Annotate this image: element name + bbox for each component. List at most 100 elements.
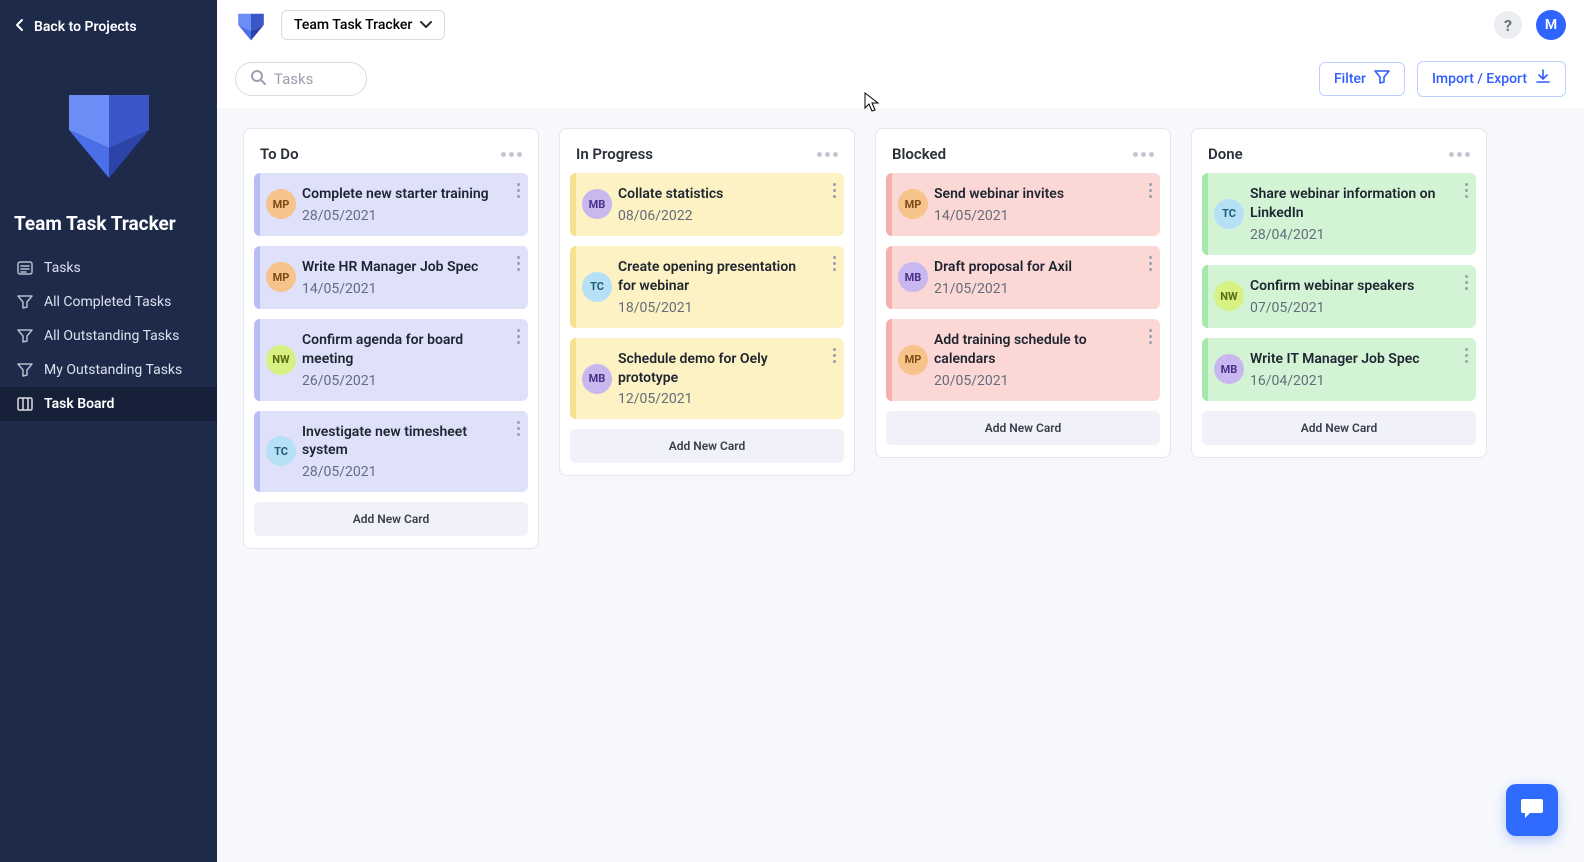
sidebar-item-task-board[interactable]: Task Board	[0, 387, 217, 421]
help-icon: ?	[1504, 16, 1512, 35]
assignee-avatar: MP	[898, 345, 928, 375]
assignee-avatar: MB	[582, 189, 612, 219]
card-stripe	[1202, 173, 1208, 255]
task-card[interactable]: MBSchedule demo for Oely prototype 12/05/…	[570, 338, 844, 420]
assignee-avatar: TC	[266, 436, 296, 466]
sidebar-item-label: Tasks	[44, 260, 81, 276]
card-title: Collate statistics	[618, 185, 816, 204]
app-root: Back to Projects Team Task Tracker Tasks…	[0, 0, 1584, 862]
column-header: Done	[1202, 139, 1476, 173]
search-box[interactable]	[235, 62, 367, 96]
card-stripe	[1202, 265, 1208, 328]
card-menu-button[interactable]	[1465, 348, 1468, 363]
sidebar-item-tasks[interactable]: Tasks	[0, 251, 217, 285]
column-menu-button[interactable]	[501, 152, 522, 157]
card-menu-button[interactable]	[517, 421, 520, 436]
task-card[interactable]: MBWrite IT Manager Job Spec16/04/2021	[1202, 338, 1476, 401]
help-button[interactable]: ?	[1494, 11, 1522, 39]
filter-icon	[16, 327, 34, 345]
column-menu-button[interactable]	[817, 152, 838, 157]
project-switcher-label: Team Task Tracker	[294, 17, 412, 33]
column-title: Blocked	[892, 145, 946, 163]
card-title: Send webinar invites	[934, 185, 1132, 204]
card-menu-button[interactable]	[1465, 275, 1468, 290]
card-menu-button[interactable]	[1149, 256, 1152, 271]
user-avatar-button[interactable]: M	[1536, 10, 1566, 40]
assignee-avatar: MP	[898, 189, 928, 219]
card-date: 08/06/2022	[618, 208, 816, 224]
card-stripe	[886, 173, 892, 236]
chevron-left-icon	[14, 18, 24, 36]
project-switcher[interactable]: Team Task Tracker	[281, 10, 445, 40]
import-export-button[interactable]: Import / Export	[1417, 61, 1566, 97]
card-date: 26/05/2021	[302, 373, 500, 389]
card-menu-button[interactable]	[1149, 329, 1152, 344]
filter-button[interactable]: Filter	[1319, 62, 1405, 96]
sidebar-item-label: All Completed Tasks	[44, 294, 171, 310]
card-title: Share webinar information on LinkedIn	[1250, 185, 1448, 223]
card-menu-button[interactable]	[517, 183, 520, 198]
filter-icon	[16, 293, 34, 311]
assignee-avatar: NW	[1214, 281, 1244, 311]
card-menu-button[interactable]	[833, 256, 836, 271]
task-card[interactable]: TCShare webinar information on LinkedIn2…	[1202, 173, 1476, 255]
assignee-avatar: TC	[582, 272, 612, 302]
sidebar-item-all-outstanding-tasks[interactable]: All Outstanding Tasks	[0, 319, 217, 353]
sidebar-item-all-completed-tasks[interactable]: All Completed Tasks	[0, 285, 217, 319]
card-title: Schedule demo for Oely prototype	[618, 350, 816, 388]
toolbar: Filter Import / Export	[217, 50, 1584, 108]
column-menu-button[interactable]	[1449, 152, 1470, 157]
board-icon	[16, 395, 34, 413]
column-header: To Do	[254, 139, 528, 173]
task-card[interactable]: MPWrite HR Manager Job Spec14/05/2021	[254, 246, 528, 309]
sidebar-item-my-outstanding-tasks[interactable]: My Outstanding Tasks	[0, 353, 217, 387]
sidebar-nav: Tasks All Completed Tasks All Outstanding …	[0, 245, 217, 427]
search-icon	[250, 69, 266, 89]
task-card[interactable]: NWConfirm webinar speakers07/05/2021	[1202, 265, 1476, 328]
task-card[interactable]: NWConfirm agenda for board meeting26/05/…	[254, 319, 528, 401]
filter-icon	[1374, 70, 1390, 88]
card-menu-button[interactable]	[1149, 183, 1152, 198]
add-card-button[interactable]: Add New Card	[1202, 411, 1476, 445]
user-avatar-initial: M	[1545, 17, 1557, 33]
card-date: 12/05/2021	[618, 391, 816, 407]
column-blocked: BlockedMPSend webinar invites14/05/2021M…	[875, 128, 1171, 458]
filter-label: Filter	[1334, 71, 1366, 87]
card-title: Complete new starter training	[302, 185, 500, 204]
task-card[interactable]: TCCreate opening presentation for webina…	[570, 246, 844, 328]
card-date: 14/05/2021	[302, 281, 500, 297]
project-title: Team Task Tracker	[0, 196, 217, 245]
filter-icon	[16, 361, 34, 379]
task-card[interactable]: MPSend webinar invites14/05/2021	[886, 173, 1160, 236]
task-card[interactable]: MPComplete new starter training28/05/202…	[254, 173, 528, 236]
search-input[interactable]	[274, 70, 346, 88]
assignee-avatar: MP	[266, 189, 296, 219]
card-title: Write HR Manager Job Spec	[302, 258, 500, 277]
card-stripe	[570, 246, 576, 328]
chat-fab[interactable]	[1506, 784, 1558, 836]
card-stripe	[254, 411, 260, 493]
add-card-button[interactable]: Add New Card	[570, 429, 844, 463]
assignee-avatar: MB	[582, 364, 612, 394]
assignee-avatar: MB	[1214, 354, 1244, 384]
task-card[interactable]: MB Collate statistics 08/06/2022	[570, 173, 844, 236]
card-menu-button[interactable]	[517, 329, 520, 344]
back-label: Back to Projects	[34, 19, 137, 35]
column-header: In Progress	[570, 139, 844, 173]
card-date: 20/05/2021	[934, 373, 1132, 389]
card-menu-button[interactable]	[833, 348, 836, 363]
card-menu-button[interactable]	[517, 256, 520, 271]
add-card-button[interactable]: Add New Card	[886, 411, 1160, 445]
column-menu-button[interactable]	[1133, 152, 1154, 157]
card-title: Confirm agenda for board meeting	[302, 331, 500, 369]
import-export-label: Import / Export	[1432, 71, 1527, 87]
back-to-projects-button[interactable]: Back to Projects	[0, 0, 217, 54]
card-menu-button[interactable]	[833, 183, 836, 198]
task-card[interactable]: TCInvestigate new timesheet system28/05/…	[254, 411, 528, 493]
task-card[interactable]: MBDraft proposal for Axil21/05/2021	[886, 246, 1160, 309]
column-done: DoneTCShare webinar information on Linke…	[1191, 128, 1487, 458]
card-menu-button[interactable]	[1465, 183, 1468, 198]
column-header: Blocked	[886, 139, 1160, 173]
add-card-button[interactable]: Add New Card	[254, 502, 528, 536]
task-card[interactable]: MPAdd training schedule to calendars20/0…	[886, 319, 1160, 401]
